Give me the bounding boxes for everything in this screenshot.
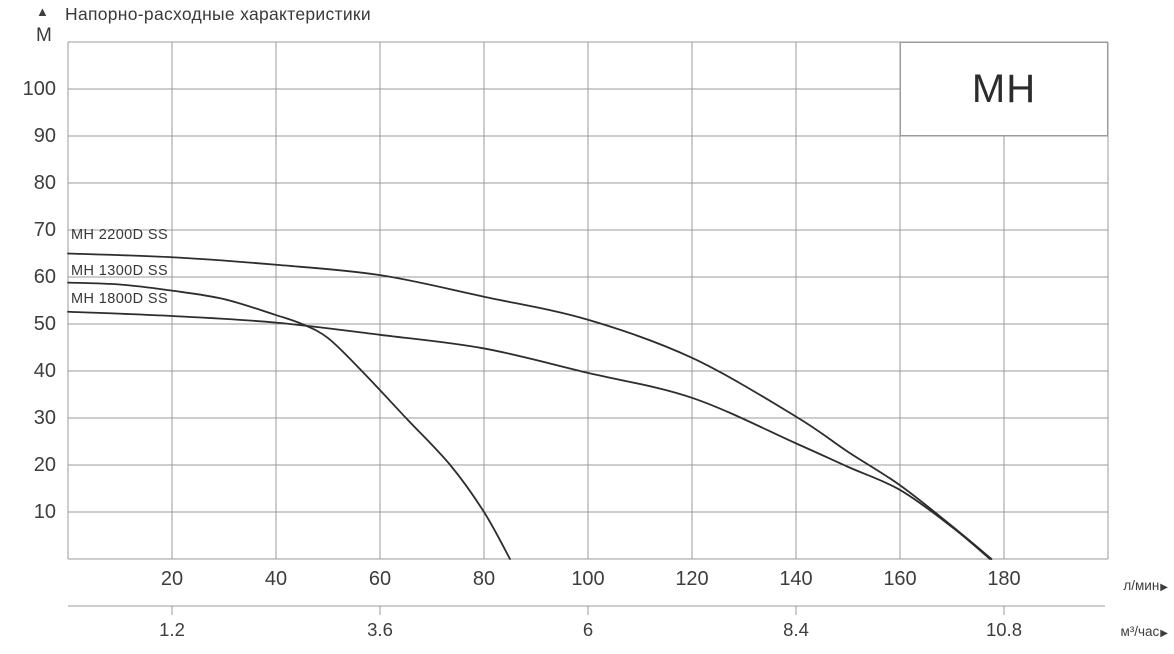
x-tick-label: 140 [779, 568, 813, 590]
x2-tick-label: 8.4 [783, 619, 809, 640]
x2-tick-label: 10.8 [985, 619, 1022, 640]
x-tick-label: 40 [264, 568, 288, 590]
y-tick-label: 50 [33, 313, 56, 335]
axis-arrow-right-icon: ▶ [1160, 582, 1168, 593]
x-axis-unit-text: л/мин [1123, 578, 1160, 593]
series-family-badge: МН [900, 42, 1108, 136]
x-tick-label: 120 [675, 568, 709, 590]
x-tick-label: 100 [571, 568, 605, 590]
axis-arrow-right-icon: ▶ [1160, 628, 1168, 639]
x-tick-label: 60 [368, 568, 392, 590]
y-tick-label: 60 [33, 266, 56, 288]
x2-tick-label: 6 [582, 619, 594, 640]
series-curve-2 [67, 310, 991, 560]
y-axis-unit-label: М [36, 25, 52, 46]
y-tick-label: 20 [33, 454, 56, 476]
y-tick-label: 100 [22, 78, 56, 100]
x2-axis-unit-text: м³/час [1120, 624, 1160, 639]
x2-axis-unit-label: м³/час▶ [1088, 624, 1168, 639]
chart-title: Напорно-расходные характеристики [65, 4, 371, 24]
y-tick-label: 10 [33, 501, 56, 523]
x-axis-unit-label: л/мин▶ [1088, 578, 1168, 593]
x2-tick-label: 1.2 [159, 619, 185, 640]
y-tick-label: 30 [33, 407, 56, 429]
series-curve-1 [67, 281, 511, 560]
series-label: MH 1800D SS [71, 291, 169, 307]
y-tick-label: 70 [33, 219, 56, 241]
series-curve-0 [67, 252, 993, 560]
y-tick-label: 40 [33, 360, 56, 382]
x-tick-label: 160 [883, 568, 917, 590]
y-axis-arrow-up-icon: ▲ [36, 4, 49, 19]
x2-tick-label: 3.6 [367, 619, 393, 640]
y-tick-label: 90 [33, 125, 56, 147]
series-family-badge-text: МН [971, 66, 1037, 111]
x-tick-label: 20 [160, 568, 184, 590]
series-label: MH 1300D SS [71, 263, 169, 279]
x-tick-label: 80 [472, 568, 496, 590]
y-tick-label: 80 [33, 172, 56, 194]
x-tick-label: 180 [987, 568, 1021, 590]
series-label: MH 2200D SS [71, 227, 169, 243]
